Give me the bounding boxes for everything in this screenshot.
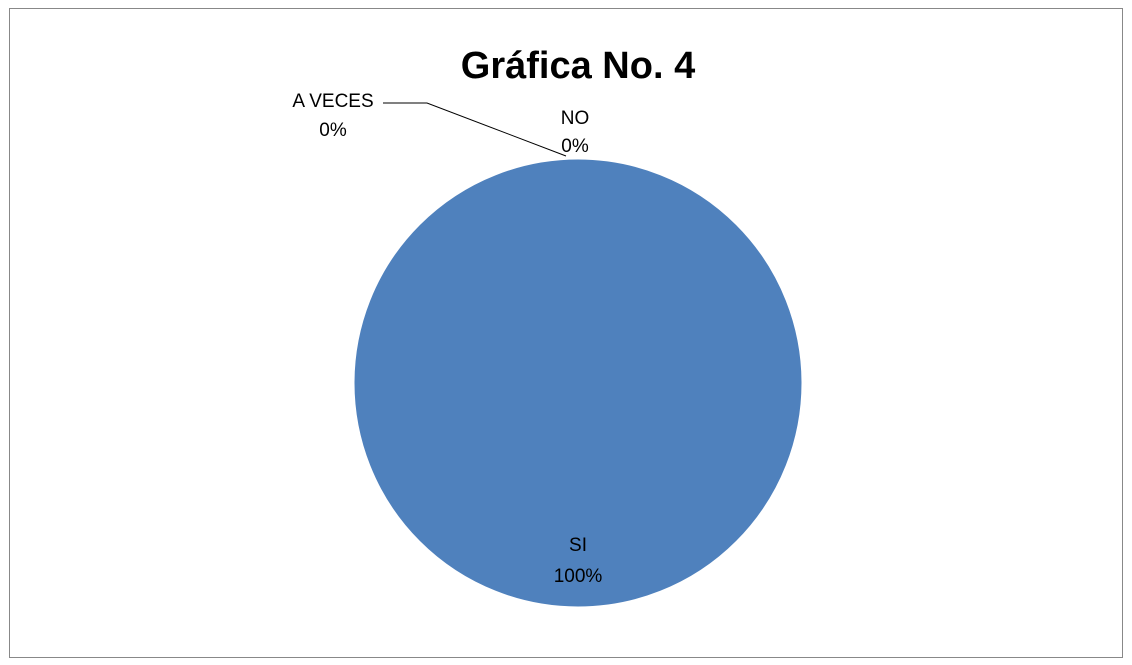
chart-title: Gráfica No. 4 [461, 45, 695, 87]
data-label-a-veces-name: A VECES [292, 91, 373, 112]
leader-line-a-veces [383, 102, 567, 157]
pie-slices [353, 158, 803, 608]
data-label-si-percent: 100% [554, 566, 603, 587]
pie-slice-si [353, 158, 803, 608]
data-label-si-name: SI [569, 535, 587, 556]
data-label-no-percent: 0% [561, 136, 589, 157]
data-label-a-veces-percent: 0% [319, 120, 347, 141]
data-label-no-name: NO [561, 108, 590, 129]
